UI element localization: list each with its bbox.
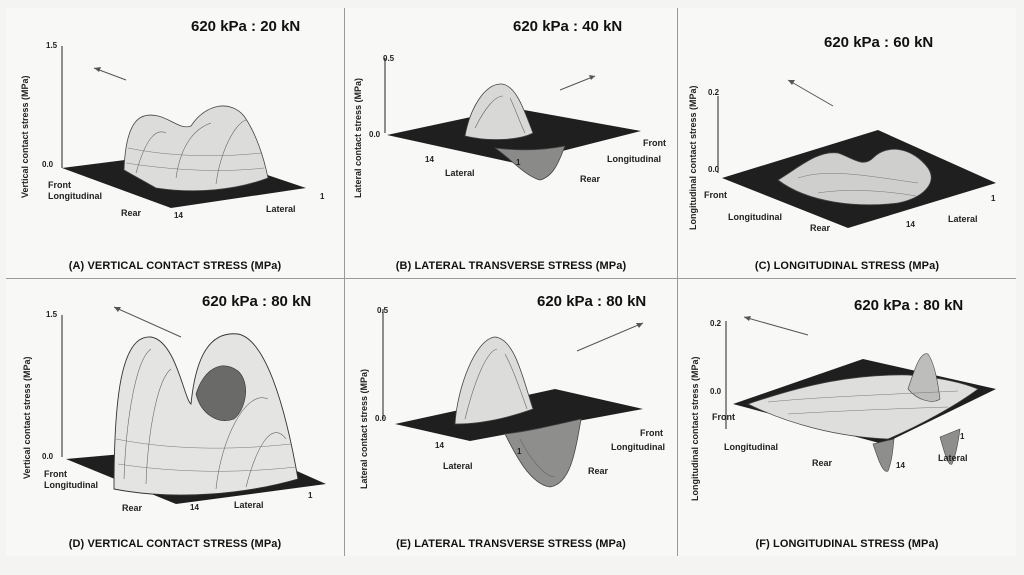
front-label: Front bbox=[44, 469, 67, 479]
stress-figure: 620 kPa : 20 kN Vertical contact stress … bbox=[6, 8, 1016, 556]
y-axis-label: Vertical contact stress (MPa) bbox=[20, 75, 30, 198]
panel-e: 620 kPa : 80 kN Lateral contact stress (… bbox=[345, 279, 677, 556]
lateral-label: Lateral bbox=[443, 461, 473, 471]
longitudinal-label: Longitudinal bbox=[607, 154, 661, 164]
load-label: 620 kPa : 80 kN bbox=[854, 297, 964, 314]
panel-caption: (F) LONGITUDINAL STRESS (MPa) bbox=[755, 538, 939, 550]
lateral-label: Lateral bbox=[445, 168, 475, 178]
y-axis-label: Longitudinal contact stress (MPa) bbox=[690, 356, 700, 501]
panel-caption: (C) LONGITUDINAL STRESS (MPa) bbox=[754, 260, 940, 272]
rear-label: Rear bbox=[812, 458, 833, 468]
panel-d: 620 kPa : 80 kN Vertical contact stress … bbox=[6, 279, 344, 556]
y-zero-tick: 0.0 bbox=[42, 160, 54, 169]
load-label: 620 kPa : 20 kN bbox=[191, 18, 301, 35]
panel-caption: (B) LATERAL TRANSVERSE STRESS (MPa) bbox=[395, 260, 627, 272]
front-label: Front bbox=[643, 138, 666, 148]
y-zero-tick: 0.0 bbox=[375, 414, 387, 423]
front-label: Front bbox=[48, 180, 71, 190]
y-max-tick: 1.5 bbox=[46, 310, 58, 319]
y-axis-label: Lateral contact stress (MPa) bbox=[353, 77, 363, 198]
lateral-label: Lateral bbox=[948, 214, 978, 224]
lateral-tick-1: 1 bbox=[517, 447, 522, 456]
panel-divider bbox=[677, 8, 678, 556]
surface-plot-a bbox=[61, 46, 306, 208]
lateral-tick-14: 14 bbox=[906, 220, 915, 229]
longitudinal-label: Longitudinal bbox=[611, 442, 665, 452]
lateral-tick-14: 14 bbox=[190, 503, 199, 512]
rear-label: Rear bbox=[810, 223, 831, 233]
panel-divider bbox=[344, 8, 345, 556]
y-zero-tick: 0.0 bbox=[42, 452, 54, 461]
lateral-tick-1: 1 bbox=[991, 194, 996, 203]
load-label: 620 kPa : 80 kN bbox=[202, 293, 312, 310]
longitudinal-label: Longitudinal bbox=[724, 442, 778, 452]
surface-plot-c bbox=[717, 79, 996, 228]
lateral-tick-14: 14 bbox=[896, 461, 905, 470]
y-axis-label: Lateral contact stress (MPa) bbox=[359, 368, 369, 489]
lateral-tick-1: 1 bbox=[308, 491, 313, 500]
longitudinal-label: Longitudinal bbox=[44, 480, 98, 490]
lateral-tick-1: 1 bbox=[960, 432, 965, 441]
y-axis-label: Longitudinal contact stress (MPa) bbox=[688, 85, 698, 230]
y-zero-tick: 0.0 bbox=[708, 165, 720, 174]
lateral-tick-1: 1 bbox=[320, 192, 325, 201]
surface-plot-b bbox=[384, 58, 641, 181]
y-max-tick: 0.5 bbox=[377, 306, 389, 315]
y-zero-tick: 0.0 bbox=[710, 387, 722, 396]
panel-caption: (E) LATERAL TRANSVERSE STRESS (MPa) bbox=[396, 538, 626, 550]
panel-caption: (A) VERTICAL CONTACT STRESS (MPa) bbox=[68, 260, 282, 272]
surface-plot-d bbox=[61, 306, 326, 504]
lateral-tick-14: 14 bbox=[435, 441, 444, 450]
lateral-label: Lateral bbox=[266, 204, 296, 214]
y-max-tick: 1.5 bbox=[46, 41, 58, 50]
panel-a: 620 kPa : 20 kN Vertical contact stress … bbox=[6, 8, 344, 278]
lateral-tick-14: 14 bbox=[174, 211, 183, 220]
y-zero-tick: 0.0 bbox=[369, 130, 381, 139]
lateral-tick-1: 1 bbox=[516, 158, 521, 167]
longitudinal-label: Longitudinal bbox=[48, 191, 102, 201]
front-label: Front bbox=[640, 428, 663, 438]
panel-c: 620 kPa : 60 kN Longitudinal contact str… bbox=[678, 8, 1016, 278]
front-label: Front bbox=[704, 190, 727, 200]
y-axis-label: Vertical contact stress (MPa) bbox=[22, 356, 32, 479]
load-label: 620 kPa : 60 kN bbox=[824, 34, 934, 51]
y-max-tick: 0.2 bbox=[708, 88, 720, 97]
surface-plot-e bbox=[382, 309, 644, 488]
lateral-label: Lateral bbox=[234, 500, 264, 510]
panel-divider bbox=[6, 278, 1016, 279]
y-max-tick: 0.5 bbox=[383, 54, 395, 63]
rear-label: Rear bbox=[588, 466, 609, 476]
front-label: Front bbox=[712, 412, 735, 422]
longitudinal-label: Longitudinal bbox=[728, 212, 782, 222]
rear-label: Rear bbox=[121, 208, 142, 218]
load-label: 620 kPa : 80 kN bbox=[537, 293, 647, 310]
load-label: 620 kPa : 40 kN bbox=[513, 18, 623, 35]
panel-caption: (D) VERTICAL CONTACT STRESS (MPa) bbox=[68, 538, 282, 550]
y-max-tick: 0.2 bbox=[710, 319, 722, 328]
lateral-label: Lateral bbox=[938, 453, 968, 463]
lateral-tick-14: 14 bbox=[425, 155, 434, 164]
surface-plot-f bbox=[725, 316, 996, 472]
panel-f: 620 kPa : 80 kN Longitudinal contact str… bbox=[678, 279, 1016, 556]
rear-label: Rear bbox=[580, 174, 601, 184]
rear-label: Rear bbox=[122, 503, 143, 513]
panel-b: 620 kPa : 40 kN Lateral contact stress (… bbox=[345, 8, 677, 278]
